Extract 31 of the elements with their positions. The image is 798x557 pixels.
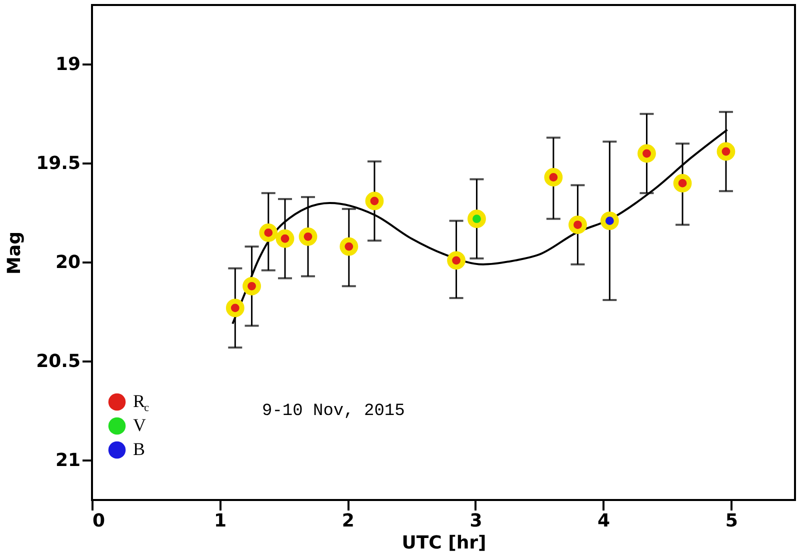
point [673, 174, 692, 192]
point [259, 224, 278, 242]
legend-label: B [133, 439, 146, 459]
point [716, 142, 736, 161]
x-tick-label: 2 [342, 510, 354, 532]
x-tick-label: 0 [92, 510, 106, 532]
y-tick-label: 21 [55, 450, 80, 471]
point [468, 210, 486, 228]
x-tick-label: 3 [470, 510, 482, 532]
legend-label: V [133, 415, 146, 435]
point [600, 212, 619, 230]
y-tick-label: 19 [55, 54, 80, 75]
point [276, 229, 294, 248]
y-tick-label: 20.5 [36, 350, 80, 372]
point [340, 237, 358, 256]
point [365, 192, 384, 210]
x-axis-title: UTC [hr] [402, 532, 486, 554]
point [242, 276, 261, 296]
x-tick-label: 5 [725, 510, 738, 532]
annotation: 9-10 Nov, 2015 [262, 402, 405, 421]
point [544, 168, 563, 186]
y-tick-label: 20 [55, 252, 80, 273]
x-tick-label: 1 [214, 510, 227, 532]
point [226, 298, 244, 318]
y-tick-label: 19.5 [36, 152, 80, 174]
point [298, 227, 318, 246]
point [447, 251, 466, 270]
point [638, 144, 656, 163]
y-axis-title: Mag [4, 232, 26, 274]
point [568, 216, 587, 234]
x-tick-label: 4 [598, 510, 610, 532]
